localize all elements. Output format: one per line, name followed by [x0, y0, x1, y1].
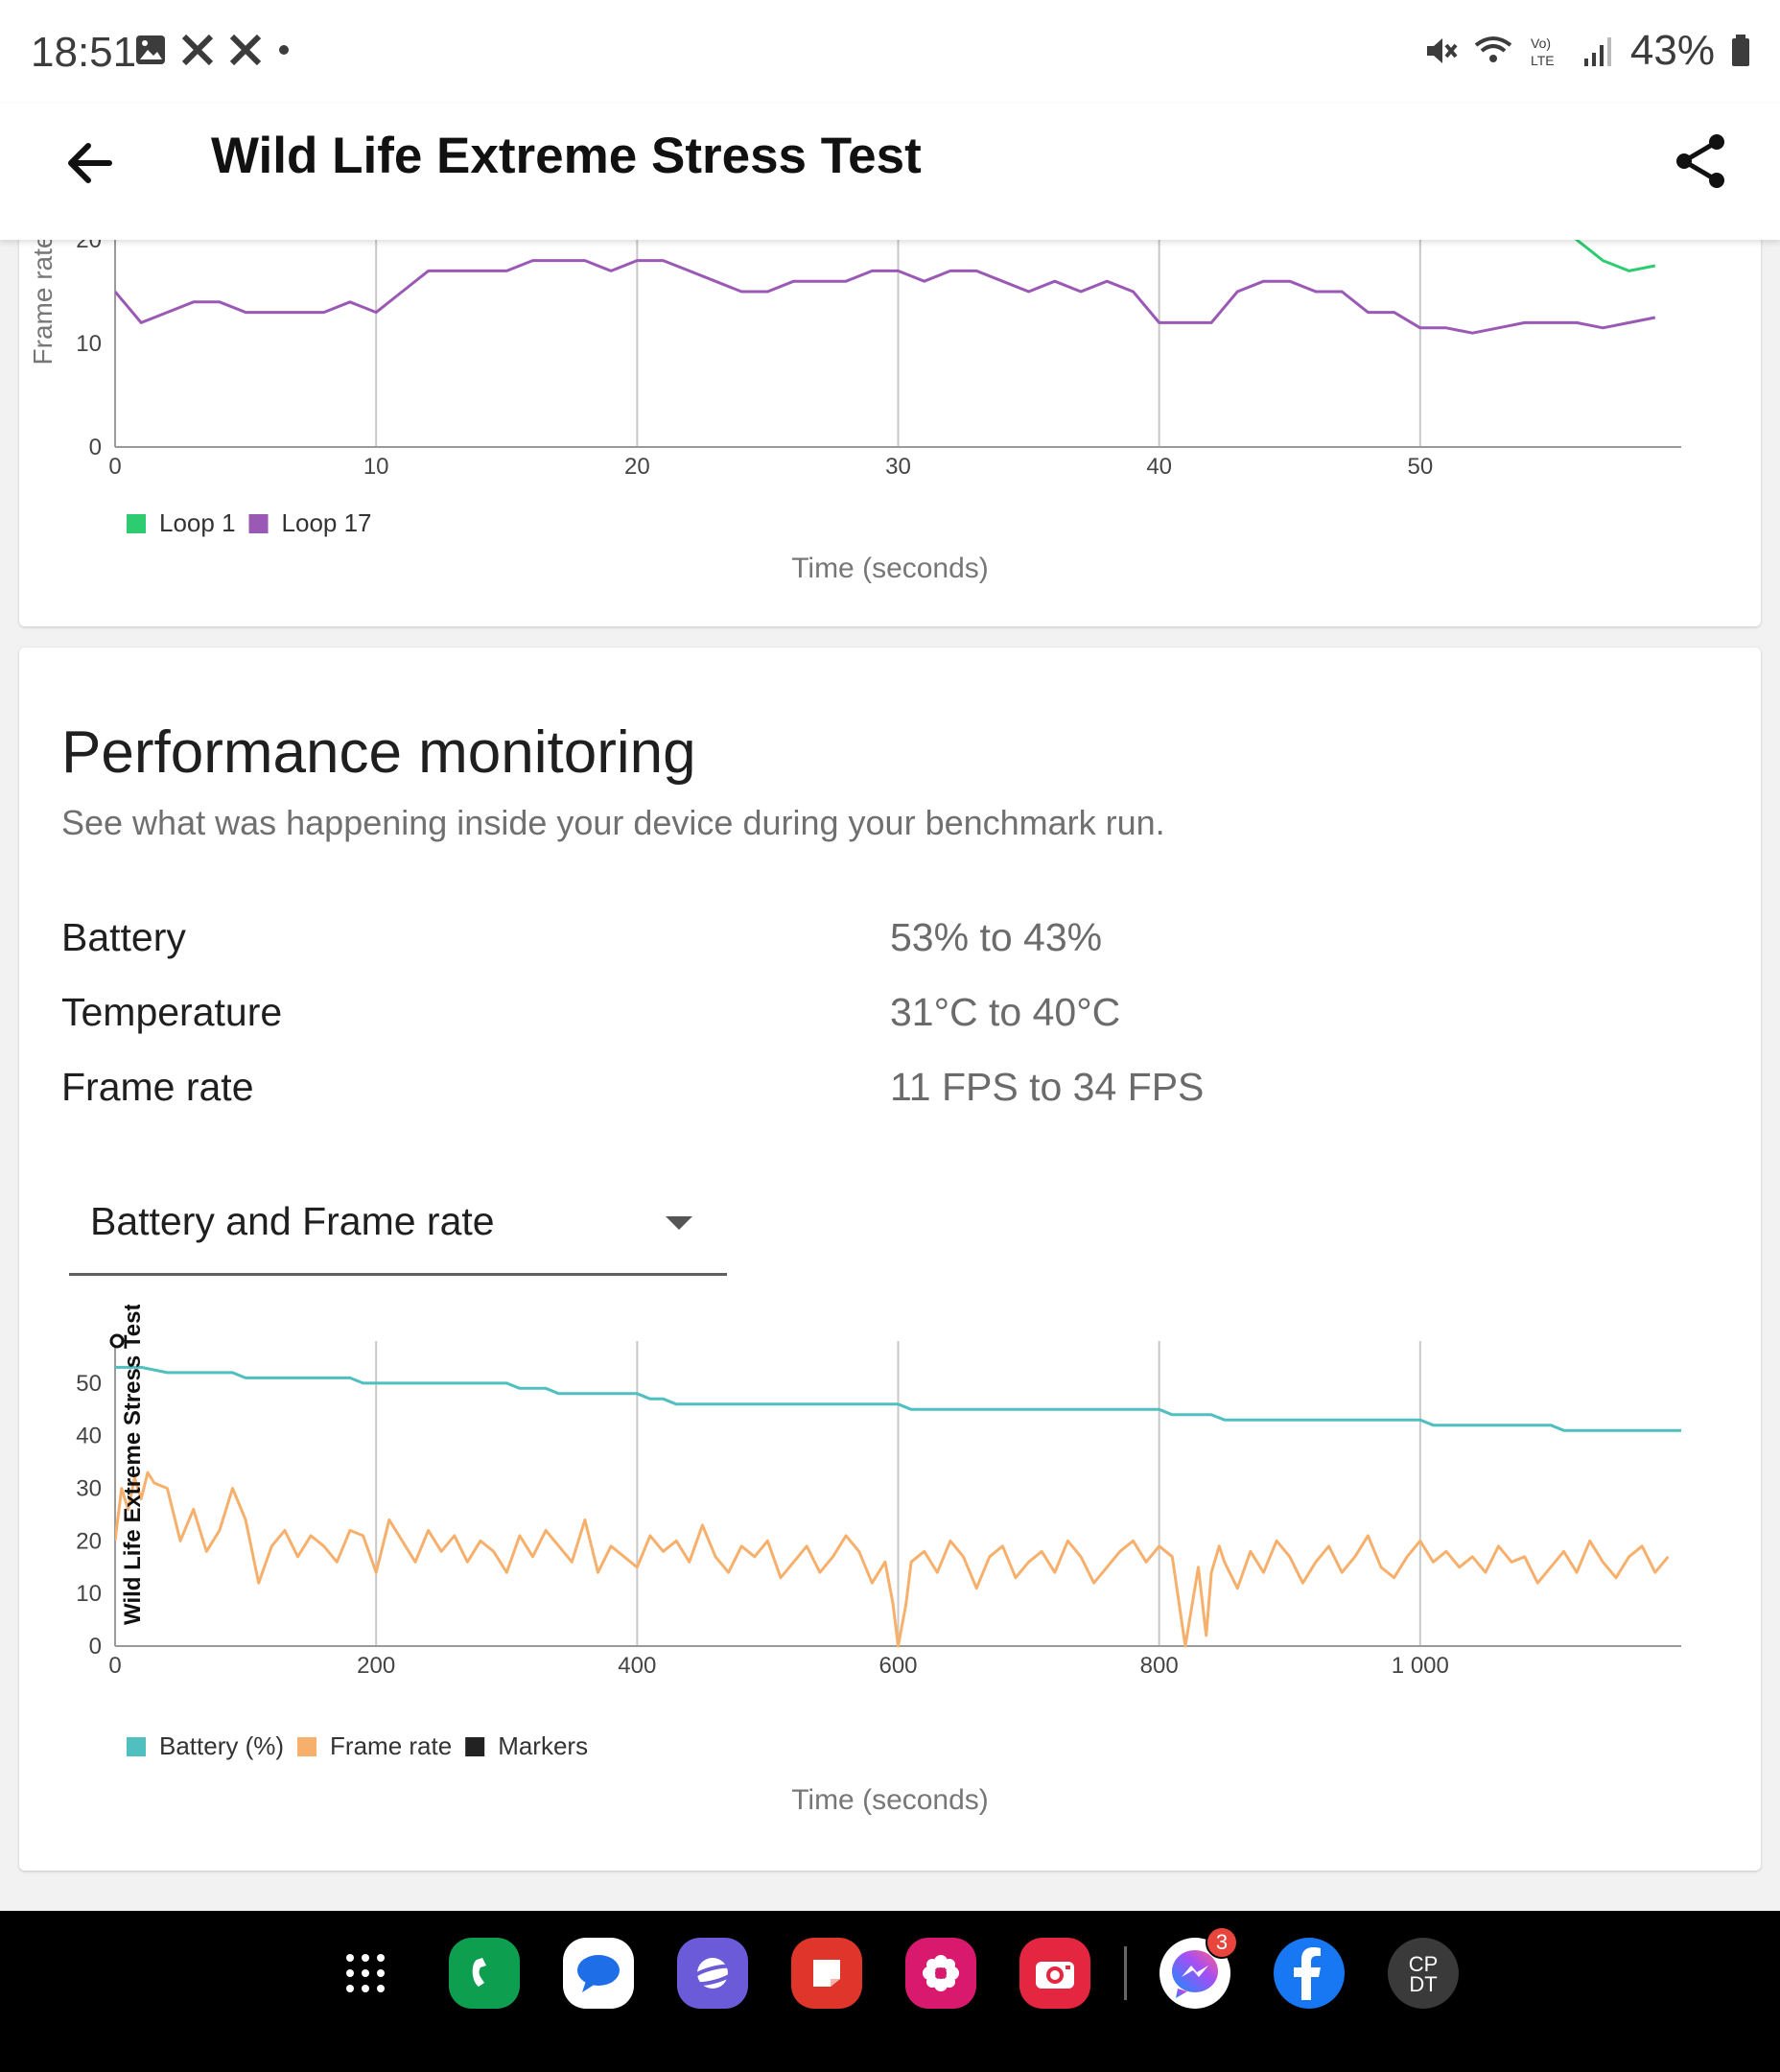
legend-swatch: [127, 514, 146, 533]
stat-frame-rate-value: 11 FPS to 34 FPS: [890, 1065, 1205, 1109]
notes-app-icon[interactable]: [791, 1938, 862, 2009]
volte-icon: Vo) LTE: [1531, 35, 1555, 68]
gallery-icon: [136, 35, 165, 64]
cpu-dt-app-icon[interactable]: CP DT: [1388, 1938, 1459, 2009]
x-icon: [229, 34, 262, 66]
x-tick-label: 10: [363, 454, 389, 480]
camera-app-icon[interactable]: [1019, 1938, 1090, 2009]
legend-item-label: Loop 17: [282, 508, 372, 537]
legend-swatch: [297, 1737, 317, 1756]
bottom-chart-x-label: Time (seconds): [791, 1784, 989, 1816]
y-tick-label: 20: [76, 1528, 102, 1554]
y-tick-label: 30: [76, 1476, 102, 1502]
legend-item-label: Loop 1: [159, 508, 236, 537]
arrow-back-icon[interactable]: [59, 132, 121, 194]
x-tick-label: 400: [618, 1653, 656, 1679]
dot-icon: [279, 45, 289, 55]
y-tick-label: 0: [89, 435, 102, 460]
x-tick-label: 20: [624, 454, 650, 480]
stat-battery-label: Battery: [61, 915, 186, 959]
taskbar: 3 CP DT: [0, 1911, 1780, 2072]
dock-separator: [1124, 1946, 1127, 2000]
x-tick-label: 40: [1146, 454, 1172, 480]
battery-frame-rate-chart: 0 10 20 30 40 50 0 200 400 600 800 1 000 Wild Life…: [76, 1305, 1681, 1816]
signal-icon: [1583, 37, 1611, 66]
messenger-app-icon[interactable]: 3: [1159, 1926, 1238, 2009]
share-icon[interactable]: [1671, 130, 1732, 192]
battery-percent: 43%: [1629, 27, 1715, 74]
y-tick-label: 0: [89, 1634, 102, 1660]
stat-battery-value: 53% to 43%: [890, 915, 1103, 959]
battery-icon: [1732, 35, 1749, 66]
top-chart-y-label: Frame rate: [28, 234, 58, 365]
marker-point: [109, 1333, 125, 1349]
x-tick-label: 600: [878, 1653, 917, 1679]
x-tick-label: 200: [357, 1653, 395, 1679]
legend-swatch: [248, 514, 269, 533]
legend-item-label: Markers: [498, 1731, 588, 1760]
status-bar: 18:51 Vo) LTE 43%: [0, 0, 1780, 104]
status-right: Vo) LTE 43%: [1423, 27, 1751, 75]
apps-grid-icon[interactable]: [340, 1947, 391, 1999]
x-tick-label: 1 000: [1392, 1653, 1449, 1679]
x-tick-label: 800: [1140, 1653, 1179, 1679]
y-tick-label: 50: [76, 1371, 102, 1397]
notification-badge: 3: [1206, 1926, 1238, 1959]
chart-type-dropdown[interactable]: Battery and Frame rate: [69, 1170, 727, 1276]
stat-temperature-label: Temperature: [61, 990, 283, 1034]
stat-frame-rate-label: Frame rate: [61, 1065, 254, 1109]
internet-app-icon[interactable]: [677, 1938, 748, 2009]
svg-text:LTE: LTE: [1531, 53, 1555, 68]
messages-app-icon[interactable]: [563, 1938, 634, 2009]
x-tick-label: 0: [108, 1653, 121, 1679]
app-dock: 3 CP DT: [340, 1926, 1502, 2009]
y-tick-label: 10: [76, 331, 102, 357]
series-line-frame-rate: [115, 1471, 1670, 1648]
mute-icon: [1426, 38, 1458, 63]
section-title: Performance monitoring: [61, 719, 696, 786]
stat-temperature-value: 31°C to 40°C: [890, 990, 1121, 1034]
marker-label: Wild Life Extreme Stress Test: [120, 1305, 146, 1625]
x-tick-label: 0: [108, 454, 121, 480]
status-time: 18:51: [31, 29, 137, 76]
series-line-battery-: [115, 1365, 1681, 1432]
svg-text:Vo): Vo): [1531, 35, 1551, 51]
y-tick-label: 40: [76, 1424, 102, 1449]
x-tick-label: 30: [885, 454, 911, 480]
dropdown-arrow-icon: [666, 1216, 692, 1230]
wifi-icon: [1474, 36, 1512, 62]
legend-item-label: Battery (%): [159, 1731, 284, 1760]
y-tick-label: 10: [76, 1581, 102, 1607]
section-subtitle: See what was happening inside your devic…: [61, 803, 1165, 842]
x-icon: [181, 34, 214, 66]
dropdown-selected-value: Battery and Frame rate: [90, 1199, 495, 1243]
notification-icons: [134, 33, 292, 67]
phone-app-icon[interactable]: [449, 1938, 520, 2009]
frame-rate-loops-card: Frame rate 0 10 20 0 10 20 30 40 50 Loop 1 Loop …: [19, 192, 1761, 626]
app-bar: Wild Life Extreme Stress Test: [0, 104, 1780, 240]
x-tick-label: 50: [1407, 454, 1433, 480]
legend-swatch: [465, 1737, 485, 1756]
svg-text:CP: CP: [1409, 1952, 1439, 1976]
page-title: Wild Life Extreme Stress Test: [211, 128, 922, 184]
legend-swatch: [127, 1737, 146, 1756]
series-line-loop-17: [115, 259, 1656, 335]
flower-app-icon[interactable]: [905, 1938, 976, 2009]
facebook-app-icon[interactable]: [1274, 1938, 1345, 2009]
legend-item-label: Frame rate: [330, 1731, 452, 1760]
performance-monitoring-card: Performance monitoring See what was happ…: [19, 648, 1761, 1871]
svg-text:DT: DT: [1409, 1972, 1437, 1996]
top-chart-x-label: Time (seconds): [791, 553, 989, 584]
